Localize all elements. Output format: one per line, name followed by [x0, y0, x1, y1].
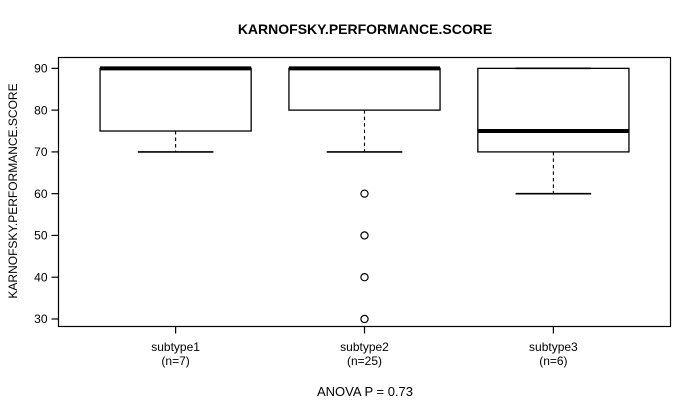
anova-annotation: ANOVA P = 0.73 — [317, 384, 413, 399]
group-sublabel: (n=7) — [161, 354, 189, 368]
y-tick-label: 40 — [34, 270, 48, 284]
group-sublabel: (n=25) — [347, 354, 382, 368]
y-tick-label: 90 — [34, 62, 48, 76]
outlier-point — [360, 273, 369, 282]
outlier-point — [360, 189, 369, 198]
box-rect — [288, 67, 441, 111]
y-tick-label: 50 — [34, 229, 48, 243]
box-rect — [477, 67, 630, 153]
box-rect — [99, 67, 252, 132]
group-label: subtype3 — [529, 340, 578, 354]
group-label: subtype2 — [340, 340, 389, 354]
group-sublabel: (n=6) — [539, 354, 567, 368]
y-tick-label: 30 — [34, 312, 48, 326]
y-tick-label: 60 — [34, 187, 48, 201]
group-label: subtype1 — [151, 340, 200, 354]
outlier-point — [360, 231, 369, 240]
chart-title: KARNOFSKY.PERFORMANCE.SCORE — [237, 21, 493, 37]
y-tick-label: 70 — [34, 145, 48, 159]
y-tick-label: 80 — [34, 103, 48, 117]
outlier-point — [360, 314, 369, 324]
